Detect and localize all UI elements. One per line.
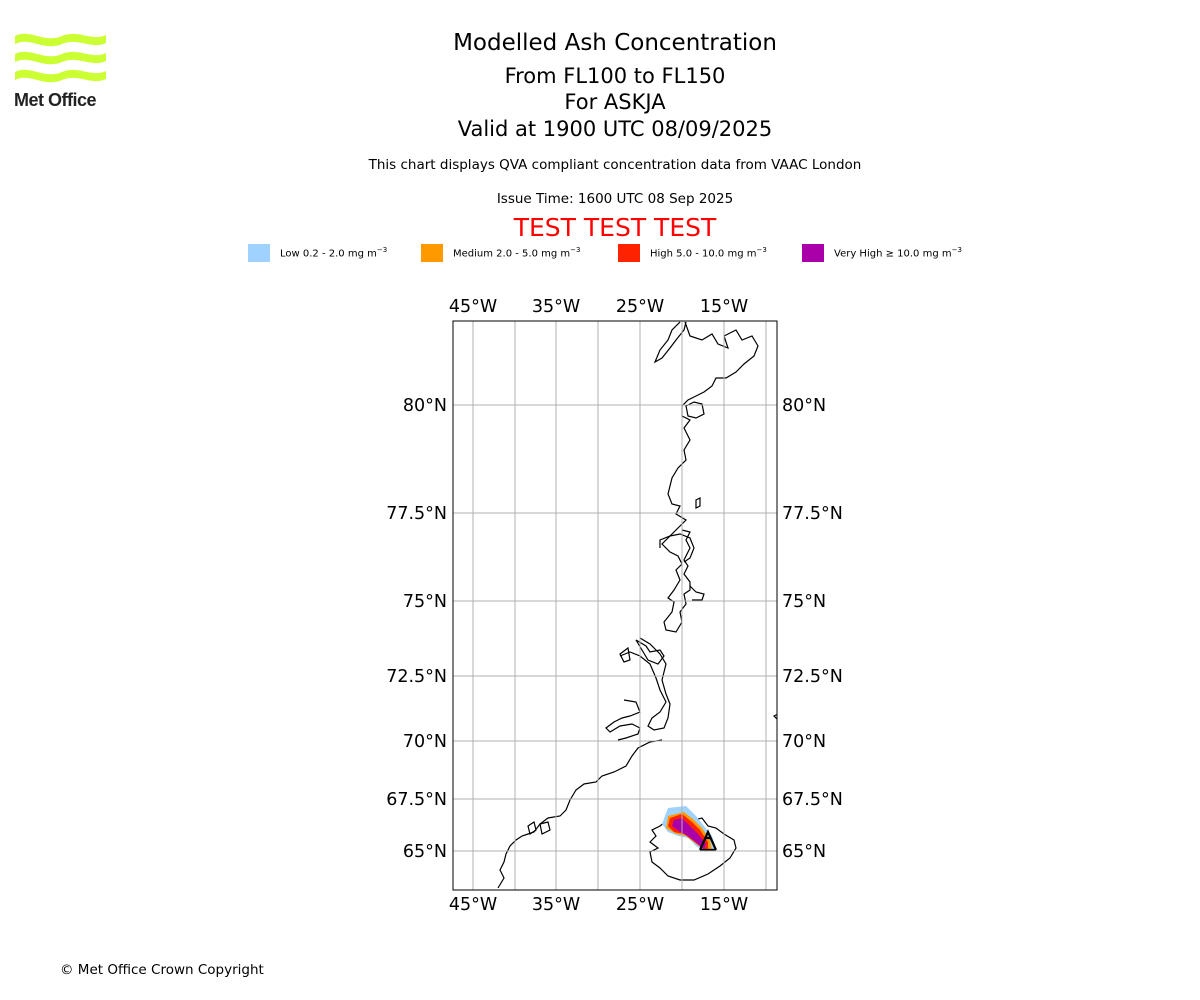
lon-tick-label-top: 25°W xyxy=(616,297,664,317)
lon-tick-label-bottom: 35°W xyxy=(532,895,580,915)
lat-tick-label-right: 80°N xyxy=(782,396,826,416)
map-graticule xyxy=(453,321,777,890)
chart-title: Modelled Ash Concentration xyxy=(453,30,777,56)
met-office-logo: Met Office xyxy=(14,30,109,115)
legend-item-high: High 5.0 - 10.0 mg m−3 xyxy=(618,244,767,262)
valid-time: Valid at 1900 UTC 08/09/2025 xyxy=(457,117,773,141)
lat-tick-label-right: 77.5°N xyxy=(782,504,843,524)
lat-tick-label-left: 77.5°N xyxy=(386,504,447,524)
test-banner: TEST TEST TEST xyxy=(513,213,717,242)
lat-tick-label-left: 65°N xyxy=(403,842,447,862)
lat-tick-label-right: 70°N xyxy=(782,732,826,752)
legend-label-medium: Medium 2.0 - 5.0 mg m−3 xyxy=(453,246,581,260)
greenland-coastline xyxy=(653,321,759,633)
greenland-fjords xyxy=(605,401,705,741)
greenland-islands xyxy=(527,646,777,835)
legend-label-low: Low 0.2 - 2.0 mg m−3 xyxy=(280,246,388,260)
logo-waves-icon xyxy=(15,33,106,83)
volcano-marker-icon xyxy=(698,829,718,852)
ash-zone-very-high xyxy=(672,818,706,850)
lat-tick-label-right: 72.5°N xyxy=(782,667,843,687)
lat-tick-label-right: 75°N xyxy=(782,592,826,612)
map-tick-labels: 45°W 35°W 25°W 15°W 45°W 35°W 25°W 15°W 80°N 77.5… xyxy=(386,297,843,915)
legend-item-medium: Medium 2.0 - 5.0 mg m−3 xyxy=(421,244,580,262)
legend-swatch-medium xyxy=(421,244,443,262)
lon-tick-label-bottom: 15°W xyxy=(700,895,748,915)
lat-tick-label-right: 65°N xyxy=(782,842,826,862)
chart-subtitle: This chart displays QVA compliant concen… xyxy=(368,157,862,173)
legend-item-low: Low 0.2 - 2.0 mg m−3 xyxy=(248,244,387,262)
lon-tick-label-top: 35°W xyxy=(532,297,580,317)
copyright-notice: © Met Office Crown Copyright xyxy=(60,962,264,978)
volcano-name: For ASKJA xyxy=(564,90,666,114)
legend-swatch-low xyxy=(248,244,270,262)
legend-label-high: High 5.0 - 10.0 mg m−3 xyxy=(650,246,767,260)
lat-tick-label-left: 75°N xyxy=(403,592,447,612)
lon-tick-label-top: 45°W xyxy=(449,297,497,317)
lon-tick-label-top: 15°W xyxy=(700,297,748,317)
flight-level-range: From FL100 to FL150 xyxy=(504,64,726,88)
map-frame xyxy=(452,320,778,891)
legend-label-very-high: Very High ≥ 10.0 mg m−3 xyxy=(834,246,962,260)
lat-tick-label-right: 67.5°N xyxy=(782,790,843,810)
greenland-southeast-coast xyxy=(497,739,663,889)
lon-tick-label-bottom: 45°W xyxy=(449,895,497,915)
lat-tick-label-left: 72.5°N xyxy=(386,667,447,687)
lon-tick-label-bottom: 25°W xyxy=(616,895,664,915)
lat-tick-label-left: 70°N xyxy=(403,732,447,752)
logo-wordmark: Met Office xyxy=(14,90,97,110)
legend-swatch-very-high xyxy=(802,244,824,262)
issue-time: Issue Time: 1600 UTC 08 Sep 2025 xyxy=(496,191,734,207)
lat-tick-label-left: 80°N xyxy=(403,396,447,416)
concentration-legend: Low 0.2 - 2.0 mg m−3 Medium 2.0 - 5.0 mg… xyxy=(0,244,1200,264)
legend-swatch-high xyxy=(618,244,640,262)
lat-tick-label-left: 67.5°N xyxy=(386,790,447,810)
legend-item-very-high: Very High ≥ 10.0 mg m−3 xyxy=(802,244,962,262)
